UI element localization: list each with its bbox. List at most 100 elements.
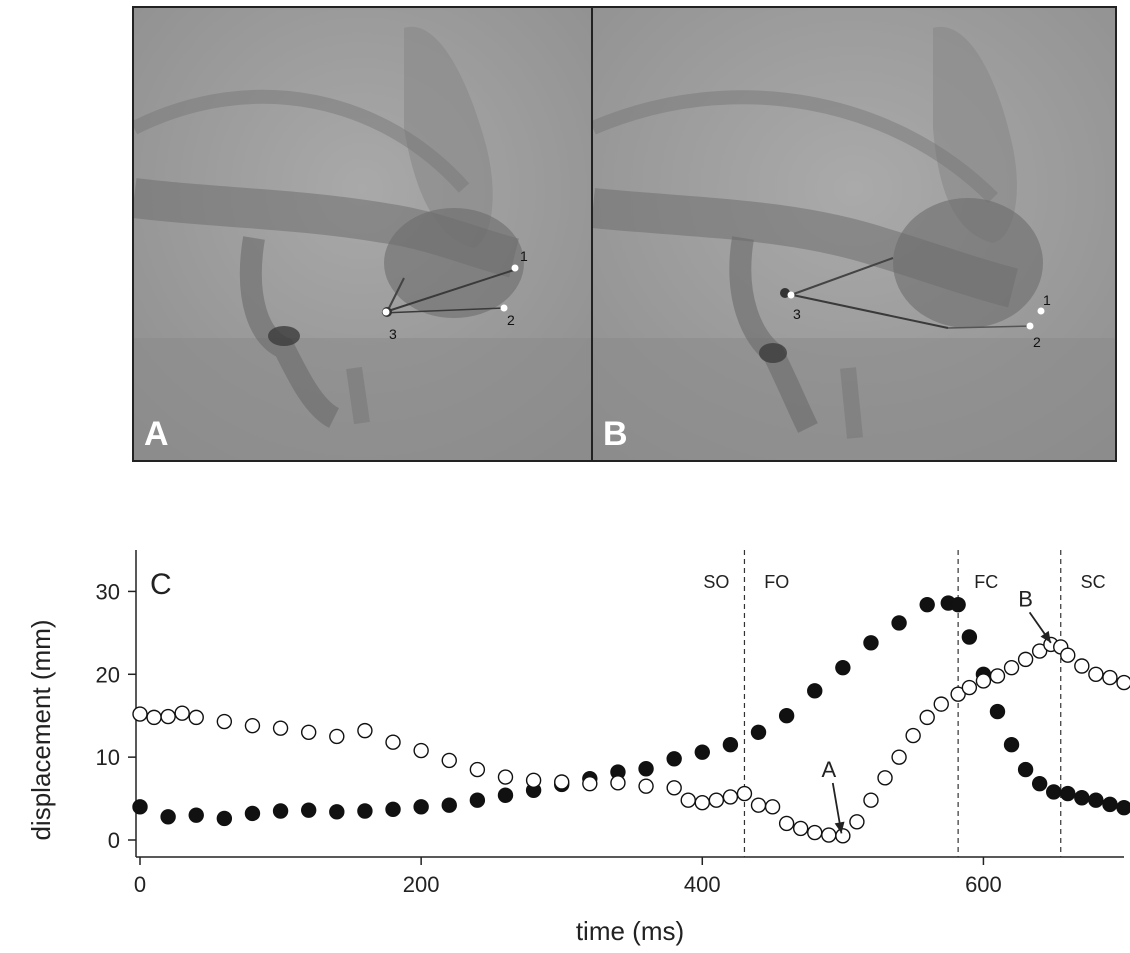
displacement-chart: SO FO FC SC 0 200 400 600 0 10 20 30 A B C time (ms… — [26, 550, 1130, 946]
filled-data-point — [413, 799, 429, 815]
open-data-point — [975, 673, 992, 689]
open-data-point — [877, 770, 893, 786]
filled-data-point — [469, 792, 486, 808]
filled-data-point — [891, 615, 907, 631]
open-data-point — [385, 734, 401, 750]
open-data-point — [919, 709, 935, 726]
x-axis-label: time (ms) — [576, 916, 684, 946]
open-data-point — [835, 828, 851, 844]
filled-data-point — [272, 803, 289, 819]
open-data-point — [778, 815, 795, 832]
open-data-point — [1074, 658, 1090, 674]
marker-label-1: 1 — [520, 248, 528, 264]
open-data-point — [694, 795, 710, 811]
filled-data-point — [863, 635, 879, 651]
filled-data-point — [329, 804, 345, 820]
xray-image-b — [593, 8, 1115, 460]
open-data-point — [680, 792, 696, 808]
filled-data-point — [1017, 761, 1034, 778]
filled-data-point — [722, 737, 739, 753]
filled-data-point — [666, 751, 682, 767]
open-data-point — [441, 752, 457, 769]
filled-data-point — [244, 805, 261, 822]
xray-panel-a: 1 2 3 A — [132, 6, 593, 462]
annotation-label-b: B — [1018, 586, 1033, 611]
filled-data-point — [1088, 792, 1104, 808]
filled-data-point — [216, 810, 233, 827]
open-data-point — [764, 799, 781, 815]
open-data-point — [1003, 659, 1020, 676]
phase-label-so: SO — [703, 572, 729, 592]
open-data-point — [792, 820, 809, 837]
filled-data-point — [160, 809, 176, 825]
filled-data-point — [132, 799, 148, 815]
annotation-label-a: A — [821, 757, 836, 782]
marker-point-3 — [787, 291, 795, 299]
filled-data-point — [1060, 785, 1076, 802]
xray-image-a — [134, 8, 591, 460]
y-tick-label: 20 — [96, 662, 120, 687]
marker-point-1 — [1037, 307, 1045, 315]
open-data-point — [849, 814, 865, 830]
open-data-point — [638, 778, 654, 794]
marker-label-1: 1 — [1043, 292, 1051, 308]
x-tick-label: 600 — [965, 872, 1002, 897]
filled-data-point — [989, 703, 1006, 720]
filled-data-point — [1031, 775, 1048, 792]
open-data-point — [1017, 651, 1034, 668]
filled-data-point — [694, 744, 710, 760]
filled-data-point — [1102, 796, 1118, 813]
filled-data-point — [1046, 784, 1062, 800]
filled-data-point — [919, 596, 935, 613]
x-tick-label: 200 — [403, 872, 440, 897]
open-data-point — [554, 774, 570, 790]
open-data-point — [146, 709, 162, 726]
panel-letter-c: C — [150, 568, 172, 601]
open-data-point — [1116, 674, 1130, 691]
filled-data-point — [385, 801, 401, 818]
open-data-point — [666, 780, 682, 796]
y-tick-label: 10 — [96, 745, 120, 770]
marker-point-1 — [511, 264, 519, 272]
y-tick-label: 30 — [96, 579, 120, 604]
marker-label-3: 3 — [793, 306, 801, 322]
filled-data-point — [497, 787, 514, 803]
xray-panel-b: 1 2 3 B — [591, 6, 1117, 462]
open-data-point — [950, 686, 966, 702]
y-tick-label: 0 — [108, 828, 120, 853]
filled-data-point — [441, 797, 457, 813]
filled-data-point — [300, 802, 317, 818]
filled-data-point — [835, 659, 851, 676]
open-data-point — [610, 775, 626, 791]
open-data-point — [216, 713, 233, 730]
x-tick-label: 0 — [134, 872, 146, 897]
filled-data-point — [950, 596, 966, 613]
marker-label-2: 2 — [507, 312, 515, 328]
open-data-point — [174, 705, 190, 721]
open-data-point — [469, 761, 486, 778]
open-data-point — [750, 797, 767, 813]
y-axis-label: displacement (mm) — [26, 619, 56, 840]
open-data-point — [722, 789, 739, 805]
open-data-point — [1060, 647, 1076, 663]
open-data-point — [160, 708, 176, 725]
open-data-point — [413, 742, 429, 759]
open-data-point — [357, 722, 373, 739]
panel-letter-b: B — [603, 415, 629, 453]
filled-data-point — [778, 708, 795, 724]
marker-point-2 — [500, 304, 508, 312]
filled-data-point — [1003, 737, 1020, 753]
open-data-point — [736, 785, 753, 802]
filled-data-point — [807, 683, 823, 699]
annotation-arrow-head — [1040, 630, 1051, 643]
phase-label-fo: FO — [764, 572, 789, 592]
open-data-point — [1102, 669, 1118, 686]
open-data-point — [244, 717, 261, 734]
open-data-point — [905, 727, 921, 744]
filled-data-point — [357, 803, 373, 819]
open-data-point — [329, 728, 345, 745]
panel-letter-a: A — [144, 415, 170, 453]
open-data-point — [961, 679, 978, 696]
filled-data-point — [638, 761, 654, 777]
filled-data-point — [750, 724, 767, 740]
